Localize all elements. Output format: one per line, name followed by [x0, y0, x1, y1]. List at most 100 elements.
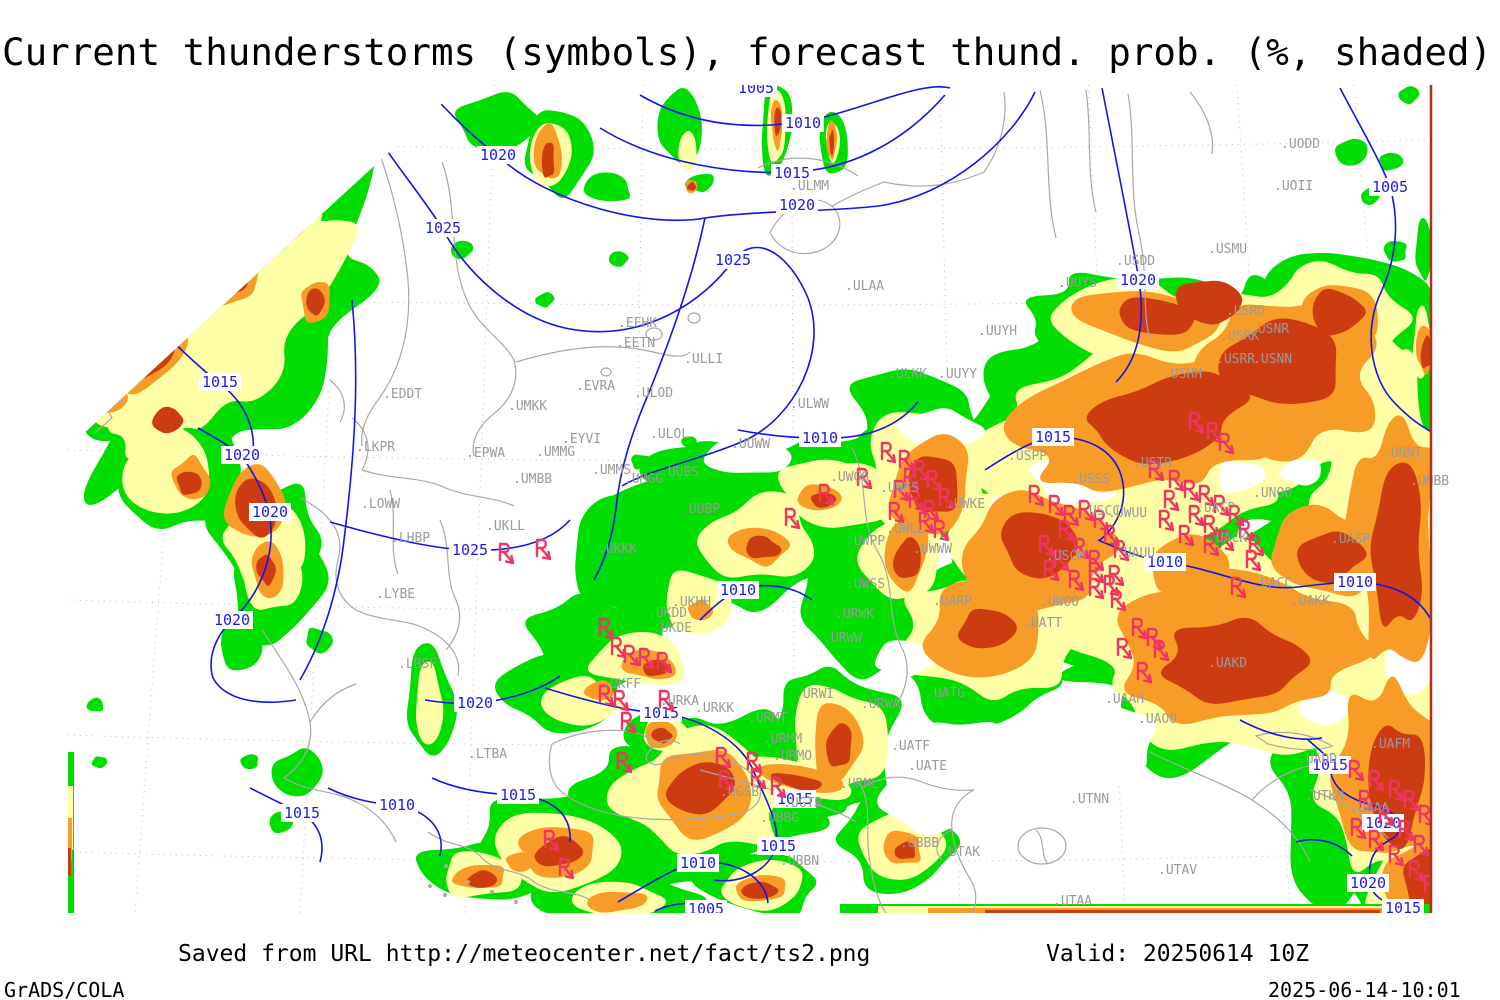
prob-shading-orange [72, 379, 128, 414]
prob-shading-red [1420, 335, 1432, 369]
isobar-label-box [422, 219, 464, 237]
thunderstorm-icon [1053, 549, 1070, 572]
thunderstorm-icon [498, 542, 515, 565]
prob-shading-red [1176, 280, 1243, 325]
lake-outline [687, 312, 701, 324]
isobar-label: 1015 [1312, 756, 1348, 774]
isobar-label: 1020 [224, 446, 260, 464]
isobar-contour [544, 687, 778, 882]
coastline [441, 161, 517, 457]
prob-shading-red [746, 535, 782, 559]
station-label: .UWOO [1040, 595, 1079, 610]
isobar-label-box [281, 804, 323, 822]
station-label: .USHH [1163, 367, 1202, 382]
thunderstorm-icon [746, 751, 763, 774]
lake-outline [1017, 827, 1067, 865]
thunderstorm-icon [1058, 519, 1075, 542]
isobar-label: 1020 [1120, 271, 1156, 289]
station-label: .USNN [1253, 352, 1292, 367]
page-title: Current thunderstorms (symbols), forecas… [2, 30, 1493, 74]
isobar-label: 1010 [1147, 553, 1183, 571]
station-label: .UNBB [1410, 474, 1449, 489]
thunderstorm-icon [784, 507, 801, 530]
isobar-label-box [757, 837, 799, 855]
thunderstorm-icon [1368, 769, 1385, 792]
prob-shading-red [152, 406, 184, 434]
isobar-contour [984, 436, 1125, 541]
thunderstorm-icon [638, 647, 655, 670]
isobar-label: 1010 [1337, 573, 1373, 591]
station-label: .UOII [1274, 179, 1313, 194]
thunderstorm-icon [535, 538, 552, 561]
station-label: .USRK [1220, 329, 1259, 344]
prob-shading-green [240, 754, 259, 770]
prob-shading-red [741, 881, 779, 899]
station-label: .UBBB [900, 836, 939, 851]
prob-shading-red [686, 181, 697, 191]
prob-shading-red [651, 727, 673, 744]
station-label: .UAAA [1350, 801, 1389, 816]
thunderstorm-icon [1163, 489, 1180, 512]
station-label: .ULLI [684, 352, 723, 367]
isobar-label-box [1369, 178, 1411, 196]
thunderstorm-icon [1388, 844, 1405, 867]
isobar-label: 1015 [774, 164, 810, 182]
isobar-label-box [449, 541, 491, 559]
prob-shading-red [176, 471, 202, 495]
creation-timestamp: 2025-06-14-10:01 [1268, 978, 1461, 1000]
prob-shading-red [894, 841, 916, 859]
prob-shading-white [896, 408, 986, 448]
isobar-label-box [735, 85, 777, 97]
station-label: .UUBP [681, 502, 720, 517]
station-label: .URMM [763, 732, 802, 747]
isobar-label: 1005 [1372, 178, 1408, 196]
station-label: .UWGG [830, 470, 869, 485]
station-label: .UUBS [660, 465, 699, 480]
station-label: .URMO [773, 749, 812, 764]
isobar-label-box [771, 164, 813, 182]
thunderstorm-icon [1408, 859, 1425, 882]
prob-shading-red [466, 870, 498, 888]
thunderstorm-icon [923, 499, 940, 522]
station-label: .UWUU [1108, 506, 1147, 521]
isobar-contour [593, 217, 706, 581]
isobar-label: 1025 [425, 219, 461, 237]
prob-shading-green [454, 92, 540, 151]
thunderstorm-icon [1358, 789, 1375, 812]
station-label: .UTNN [1070, 792, 1109, 807]
prob-shading-red [1119, 297, 1196, 335]
coastline [261, 629, 357, 779]
station-label: .UKHH [672, 595, 711, 610]
prob-shading-red [774, 107, 782, 137]
coastline [427, 831, 591, 901]
thunderstorm-icon [1368, 829, 1385, 852]
prob-shading-red [1312, 288, 1366, 336]
valid-time-text: Valid: 20250614 10Z [1046, 941, 1310, 967]
prob-shading-green [1334, 138, 1368, 166]
prob-shading-green [220, 619, 263, 671]
thunderstorm-icon [1348, 759, 1365, 782]
station-label: .UTAK [941, 845, 980, 860]
thunderstorm-icon [918, 511, 935, 534]
station-label: .EPWA [466, 446, 505, 461]
thunderstorm-icon [1188, 504, 1205, 527]
isobar-label-box [712, 251, 754, 269]
thunderstorm-icon [1110, 589, 1127, 612]
thunderstorm-icon [1206, 421, 1223, 444]
coastline [1189, 91, 1214, 155]
coastline [857, 781, 887, 913]
prob-shading-green [583, 172, 631, 202]
station-label: .LBSF [398, 657, 437, 672]
thunderstorm-icon [1230, 576, 1247, 599]
station-label: .UTAV [1158, 863, 1197, 878]
station-label: .URKK [695, 701, 734, 716]
thunderstorm-icon [903, 467, 920, 490]
station-label: .UAKD [1208, 656, 1247, 671]
thunderstorm-icon [598, 684, 615, 707]
station-label: .UKFF [602, 677, 641, 692]
prob-shading-white [703, 436, 792, 473]
thunderstorm-icon [1388, 779, 1405, 802]
thunderstorm-icon [658, 689, 675, 712]
station-label: .UMGG [624, 472, 663, 487]
prob-shading-green [608, 251, 629, 267]
